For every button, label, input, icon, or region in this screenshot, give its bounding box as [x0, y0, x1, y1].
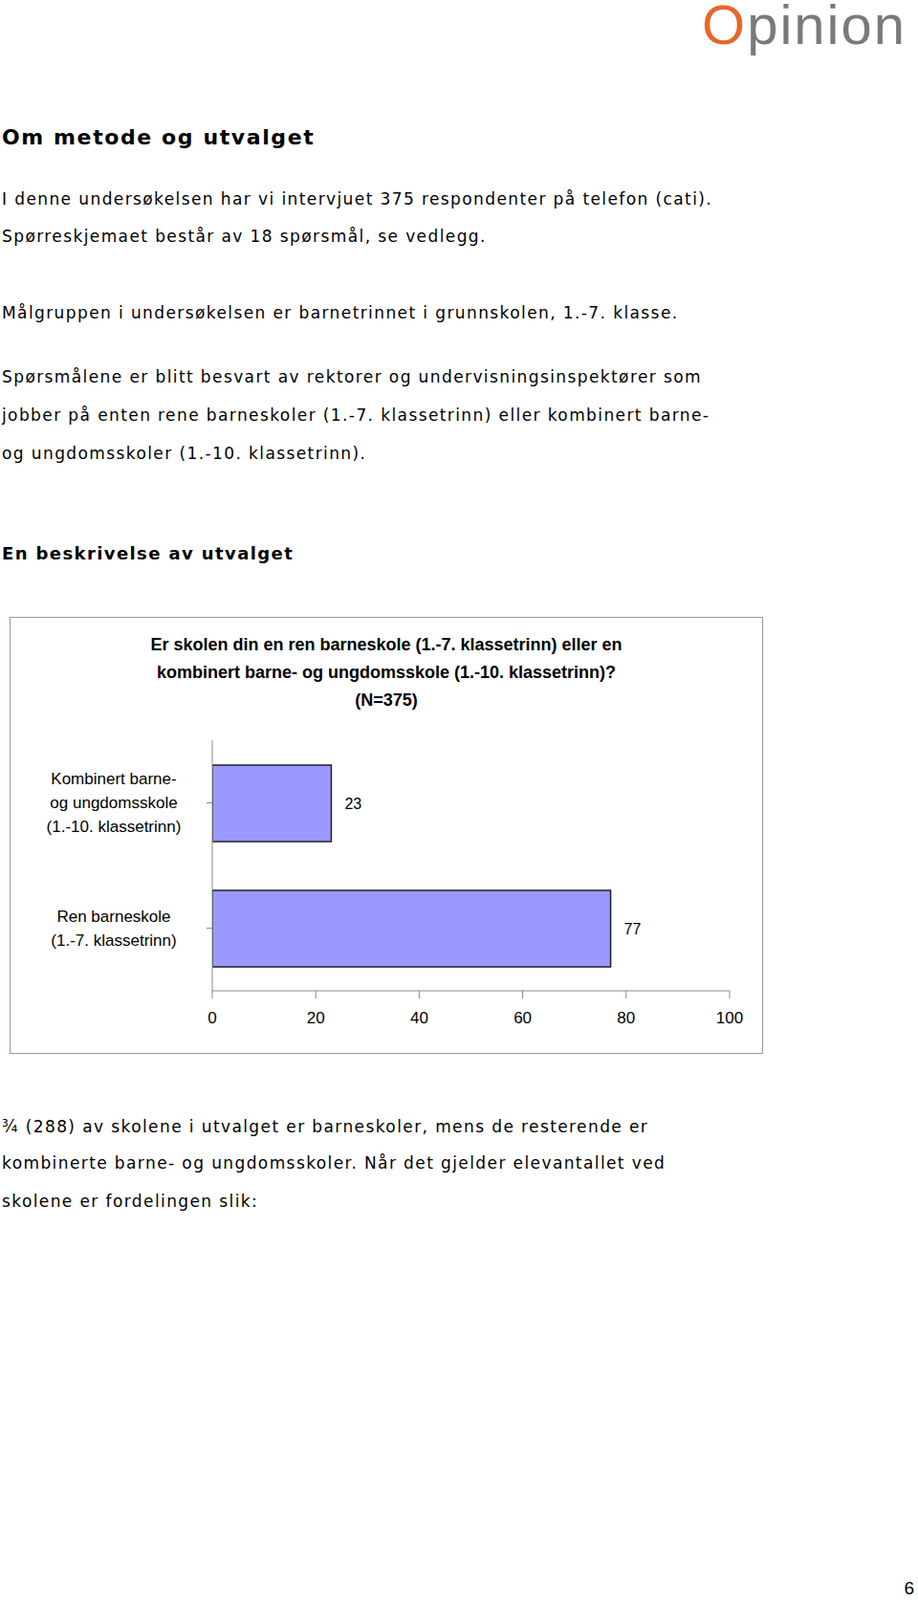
svg-text:40: 40 [410, 1008, 429, 1028]
html-text:skolene er fordelingen slik:: skolene er fordelingen slik: [1, 1191, 259, 1211]
html-text:Spørreskjemaet består av 18 sp: Spørreskjemaet består av 18 spørsmål, se… [1, 226, 487, 246]
html-text:6: 6 [904, 1577, 915, 1598]
html-text:¾ (288) av skolene i utvalget: ¾ (288) av skolene i utvalget er barnesk… [1, 1116, 649, 1137]
html-text:En beskrivelse av utvalget: En beskrivelse av utvalget [1, 543, 294, 564]
html-text:(N=375): (N=375) [354, 690, 418, 710]
svg-text:100: 100 [716, 1008, 744, 1028]
html-text:kombinert barne- og ungdomssko: kombinert barne- og ungdomsskole (1.-10.… [156, 662, 616, 682]
html-text:Spørsmålene er blitt besvart a: Spørsmålene er blitt besvart av rektorer… [1, 367, 702, 387]
html-text:Målgruppen i undersøkelsen er: Målgruppen i undersøkelsen er barnetrinn… [1, 303, 679, 323]
html-text:Om metode og utvalget: Om metode og utvalget [1, 125, 315, 150]
svg-text:Ren barneskole(1.-7. klassetri: Ren barneskole(1.-7. klassetrinn) [50, 907, 176, 950]
svg-text:77: 77 [624, 920, 642, 938]
svg-text:0: 0 [207, 1008, 217, 1028]
svg-text:23: 23 [344, 795, 362, 812]
svg-text:20: 20 [306, 1008, 326, 1028]
svg-text:60: 60 [513, 1008, 532, 1028]
svg-text:Kombinert barne-og ungdomsskol: Kombinert barne-og ungdomsskole(1.-10. k… [46, 769, 182, 836]
svg-text:80: 80 [616, 1008, 635, 1028]
html-text:og ungdomsskoler (1.-10. klass: og ungdomsskoler (1.-10. klassetrinn). [1, 443, 367, 463]
html-text:jobber på enten rene barneskol: jobber på enten rene barneskoler (1.-7. … [1, 405, 710, 425]
html-text:I denne undersøkelsen har vi i: I denne undersøkelsen har vi intervjuet … [1, 189, 713, 209]
html-text:Er skolen din en ren barneskol: Er skolen din en ren barneskole (1.-7. k… [150, 634, 623, 655]
html-text:kombinerte barne- og ungdomssk: kombinerte barne- og ungdomsskoler. Når … [1, 1153, 666, 1173]
